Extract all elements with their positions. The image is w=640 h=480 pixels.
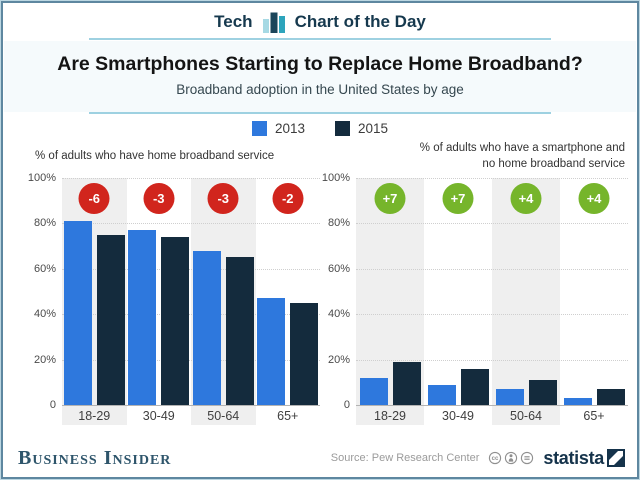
header-category-label: Tech <box>214 12 253 31</box>
bar-2013 <box>63 221 92 405</box>
y-tick-label: 60% <box>327 262 350 275</box>
source-credit: Source: Pew Research Center <box>330 452 480 464</box>
y-tick-label: 20% <box>33 353 56 366</box>
y-tick-label: 100% <box>321 172 350 184</box>
legend-swatch-2013 <box>251 121 267 136</box>
statista-wordmark: statista <box>543 447 604 468</box>
bar-pair <box>492 380 560 405</box>
category-group-18-29: +7 18-29 <box>356 178 424 425</box>
category-label: 65+ <box>277 409 299 423</box>
category-group-18-29: -6 18-29 <box>62 178 127 425</box>
bar-pair <box>127 230 192 405</box>
category-label: 50-64 <box>207 409 240 423</box>
bar-chart-icon <box>262 12 285 33</box>
change-badge: +7 <box>442 183 474 214</box>
legend-swatch-2015 <box>335 121 350 136</box>
chart-plot-left: -6 18-29 -3 30-49 -3 50-64 -2 65+ <box>62 178 320 425</box>
y-tick-label: 0 <box>49 399 56 411</box>
legend-label: 2013 <box>274 121 305 136</box>
bar-2013 <box>427 384 456 405</box>
bar-2013 <box>359 377 388 405</box>
category-group-50-64: +4 50-64 <box>492 178 560 425</box>
bar-pair <box>424 368 492 405</box>
bar-pair <box>62 221 127 405</box>
y-tick-label: 0 <box>343 399 350 411</box>
bar-2015 <box>392 361 421 405</box>
change-badge: +4 <box>510 183 542 214</box>
y-tick-label: 20% <box>327 353 350 366</box>
page-subtitle: Broadband adoption in the United States … <box>176 82 464 97</box>
header: Tech Chart of the Day <box>0 8 640 36</box>
bar-2013 <box>563 398 592 405</box>
svg-text:cc: cc <box>492 456 499 462</box>
business-insider-logo: Business Insider <box>18 446 172 469</box>
y-axis-right: 100% 80% 60% 40% 20% 0 <box>304 172 350 425</box>
category-label: 30-49 <box>442 409 474 423</box>
y-tick-label: 80% <box>33 217 56 230</box>
category-label: 30-49 <box>142 409 175 423</box>
bar-pair <box>256 298 321 405</box>
title-divider <box>89 112 551 114</box>
license-icons: cc <box>488 451 534 465</box>
legend-item-2015: 2015 <box>335 121 388 136</box>
legend-item-2013: 2013 <box>251 121 305 136</box>
bar-2013 <box>128 230 157 405</box>
footer-credits: Source: Pew Research Center cc <box>331 448 625 469</box>
category-label: 65+ <box>583 409 605 423</box>
header-series-label: Chart of the Day <box>294 12 426 31</box>
change-badge: -3 <box>143 183 175 214</box>
change-badge: +7 <box>374 183 406 214</box>
change-badge: +4 <box>578 183 610 214</box>
change-badge: -6 <box>78 183 110 214</box>
bar-2015 <box>528 380 557 405</box>
category-group-30-49: +7 30-49 <box>424 178 492 425</box>
legend-label: 2015 <box>358 121 389 136</box>
y-tick-label: 60% <box>33 262 56 275</box>
y-tick-label: 100% <box>27 172 56 184</box>
bar-2015 <box>596 389 625 405</box>
category-label: 50-64 <box>510 409 542 423</box>
left-chart-caption: % of adults who have home broadband serv… <box>35 150 275 162</box>
right-chart-caption: % of adults who have a smartphone and no … <box>419 142 625 170</box>
bar-pair <box>191 250 256 405</box>
y-tick-label: 40% <box>33 308 56 321</box>
y-tick-label: 80% <box>327 217 350 230</box>
footer: Business Insider Source: Pew Research Ce… <box>18 445 625 471</box>
y-axis-left: 100% 80% 60% 40% 20% 0 <box>10 172 56 425</box>
bar-2015 <box>96 234 125 405</box>
category-label: 18-29 <box>374 409 406 423</box>
category-group-65+: +4 65+ <box>560 178 628 425</box>
header-divider <box>89 38 551 40</box>
bar-pair <box>356 361 424 405</box>
change-badge: -2 <box>272 183 304 214</box>
title-block: Are Smartphones Starting to Replace Home… <box>4 41 636 112</box>
bar-pair <box>560 389 628 405</box>
change-badge: -3 <box>207 183 239 214</box>
bar-2015 <box>290 302 319 405</box>
bar-2013 <box>192 250 221 405</box>
column-layer: +7 18-29 +7 30-49 +4 50-64 +4 65+ <box>356 178 628 425</box>
category-group-65+: -2 65+ <box>256 178 321 425</box>
y-tick-label: 40% <box>327 308 350 321</box>
statista-mark-icon <box>607 449 625 467</box>
column-layer: -6 18-29 -3 30-49 -3 50-64 -2 65+ <box>62 178 320 425</box>
bar-2013 <box>257 298 286 405</box>
equal-icon <box>521 451 534 465</box>
chart-plot-right: +7 18-29 +7 30-49 +4 50-64 +4 65+ <box>356 178 628 425</box>
category-group-30-49: -3 30-49 <box>127 178 192 425</box>
attribution-icon <box>505 451 518 465</box>
page-title: Are Smartphones Starting to Replace Home… <box>57 53 583 75</box>
bar-2013 <box>495 389 524 405</box>
statista-logo: statista <box>543 448 625 469</box>
bar-2015 <box>225 257 254 405</box>
legend: 2013 2015 <box>0 121 640 136</box>
bar-2015 <box>161 237 190 405</box>
cc-icon: cc <box>489 451 502 465</box>
category-label: 18-29 <box>78 409 111 423</box>
bar-2015 <box>460 368 489 405</box>
category-group-50-64: -3 50-64 <box>191 178 256 425</box>
